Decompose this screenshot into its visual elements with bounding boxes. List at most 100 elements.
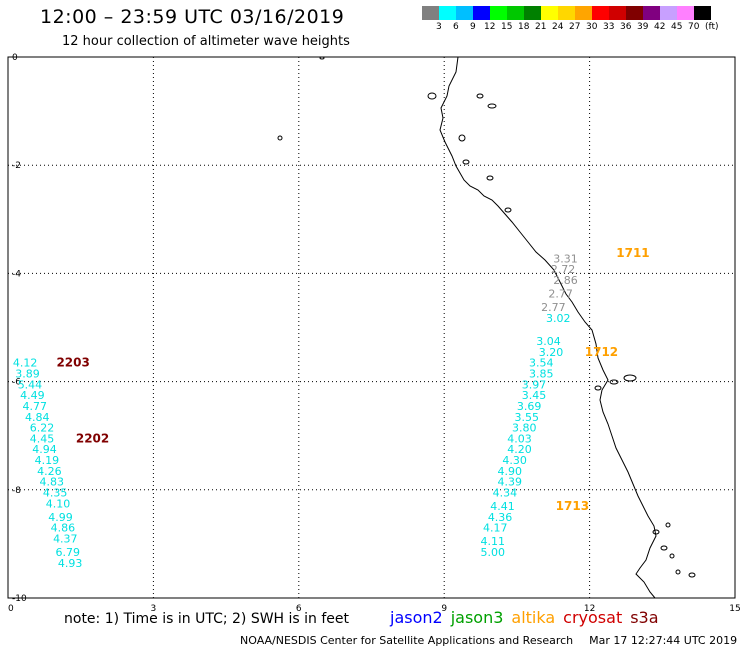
legend-unit: (ft)	[705, 22, 719, 32]
legend-swatch	[490, 6, 507, 20]
legend-swatch	[473, 6, 490, 20]
map-title: 12:00 – 23:59 UTC 03/16/2019	[40, 6, 345, 28]
legend-label: 36	[620, 22, 632, 32]
credit-line: NOAA/NESDIS Center for Satellite Applica…	[240, 634, 737, 647]
island-outline	[652, 529, 660, 535]
island-outline	[688, 572, 696, 578]
pass-time-label: 1712	[585, 345, 618, 359]
wave-height-label: 3.85	[529, 367, 554, 380]
y-tick-label: -10	[12, 594, 27, 604]
coastline-path	[439, 56, 657, 599]
wave-height-label: 4.34	[493, 487, 517, 500]
legend-swatch	[422, 6, 439, 20]
wave-height-label: 3.31	[553, 252, 578, 265]
legend-label: 27	[569, 22, 581, 32]
legend-swatch	[507, 6, 524, 20]
satellite-name: s3a	[630, 608, 659, 627]
x-tick-label: 0	[8, 604, 14, 614]
generation-timestamp: Mar 17 12:27:44 UTC 2019	[589, 634, 738, 647]
wave-height-label: 2.72	[551, 263, 576, 276]
legend-label: 42	[654, 22, 666, 32]
color-legend	[422, 6, 711, 20]
wave-height-label: 4.90	[498, 465, 522, 478]
wave-height-label: 3.69	[517, 400, 542, 413]
legend-label: 9	[470, 22, 476, 32]
legend-label: 45	[671, 22, 683, 32]
y-tick-label: -8	[12, 486, 21, 496]
legend-label: 70	[688, 22, 700, 32]
y-tick-label: -4	[12, 269, 21, 279]
wave-height-label: 4.20	[507, 443, 532, 456]
x-tick-label: 12	[584, 604, 595, 614]
wave-height-label: 3.89	[15, 367, 40, 380]
legend-swatch	[541, 6, 558, 20]
pass-time-label: 1711	[616, 246, 649, 260]
legend-swatch	[575, 6, 592, 20]
legend-swatch	[677, 6, 694, 20]
wave-height-label: 4.45	[30, 432, 54, 445]
island-outline	[462, 159, 470, 165]
wave-height-label: 4.77	[23, 400, 48, 413]
plot-frame	[7, 56, 736, 599]
wave-height-points: 4.123.895.444.494.774.846.224.454.944.19…	[13, 252, 578, 570]
coastline	[277, 56, 696, 599]
legend-swatch	[694, 6, 711, 20]
satellite-name: altika	[511, 608, 556, 627]
axis-ticks: 0 3 6 9 12 15 0 -2 -4 -6 -8 -10	[8, 53, 740, 614]
y-tick-label: -2	[12, 161, 21, 171]
island-outline	[277, 135, 283, 141]
island-outline	[486, 175, 494, 181]
wave-height-label: 5.44	[18, 378, 43, 391]
wave-height-label: 6.79	[55, 546, 79, 559]
x-tick-label: 9	[441, 604, 447, 614]
wave-height-label: 2.77	[541, 301, 566, 314]
credit-text: NOAA/NESDIS Center for Satellite Applica…	[240, 634, 574, 647]
legend-swatch	[609, 6, 626, 20]
y-tick-label: 0	[12, 53, 18, 63]
island-outline	[623, 374, 637, 382]
wave-height-label: 3.02	[546, 312, 571, 325]
legend-label: 30	[586, 22, 598, 32]
wave-height-label: 4.86	[51, 522, 76, 535]
wave-height-label: 4.36	[488, 511, 513, 524]
wave-height-label: 4.17	[483, 522, 508, 535]
x-tick-label: 3	[151, 604, 157, 614]
legend-label: 3	[436, 22, 442, 32]
wave-height-label: 3.54	[529, 357, 554, 370]
satellite-name: jason2	[390, 608, 443, 627]
legend-label: 33	[603, 22, 615, 32]
x-tick-label: 15	[729, 604, 740, 614]
wave-height-label: 4.83	[40, 476, 65, 489]
map-subtitle: 12 hour collection of altimeter wave hei…	[62, 34, 350, 49]
island-outline	[319, 56, 325, 60]
wave-height-label: 4.35	[43, 487, 67, 500]
wave-height-label: 4.39	[498, 476, 522, 489]
legend-swatch	[439, 6, 456, 20]
wave-height-label: 5.00	[481, 546, 506, 559]
satellite-name: jason3	[450, 608, 504, 627]
wave-height-label: 4.94	[32, 443, 57, 456]
legend-swatch	[660, 6, 677, 20]
legend-label: 18	[518, 22, 530, 32]
legend-label: 24	[552, 22, 564, 32]
y-tick-label: -6	[12, 378, 21, 388]
legend-label: 15	[501, 22, 513, 32]
island-outline	[660, 545, 668, 551]
wave-height-label: 4.26	[37, 465, 62, 478]
wave-height-label: 2.77	[548, 287, 573, 300]
legend-swatch	[524, 6, 541, 20]
wave-height-label: 4.93	[58, 557, 83, 570]
grid-lines	[7, 56, 736, 599]
satellite-name: cryosat	[563, 608, 623, 627]
pass-time-label: 1713	[556, 499, 589, 513]
wave-height-label: 4.30	[502, 454, 527, 467]
island-outline	[476, 93, 484, 99]
wave-height-label: 4.10	[46, 497, 71, 510]
island-outline	[665, 522, 671, 528]
wave-height-label: 4.49	[20, 389, 45, 402]
wave-height-label: 4.37	[53, 532, 78, 545]
wave-height-label: 3.80	[512, 422, 537, 435]
wave-height-label: 6.22	[30, 422, 54, 435]
